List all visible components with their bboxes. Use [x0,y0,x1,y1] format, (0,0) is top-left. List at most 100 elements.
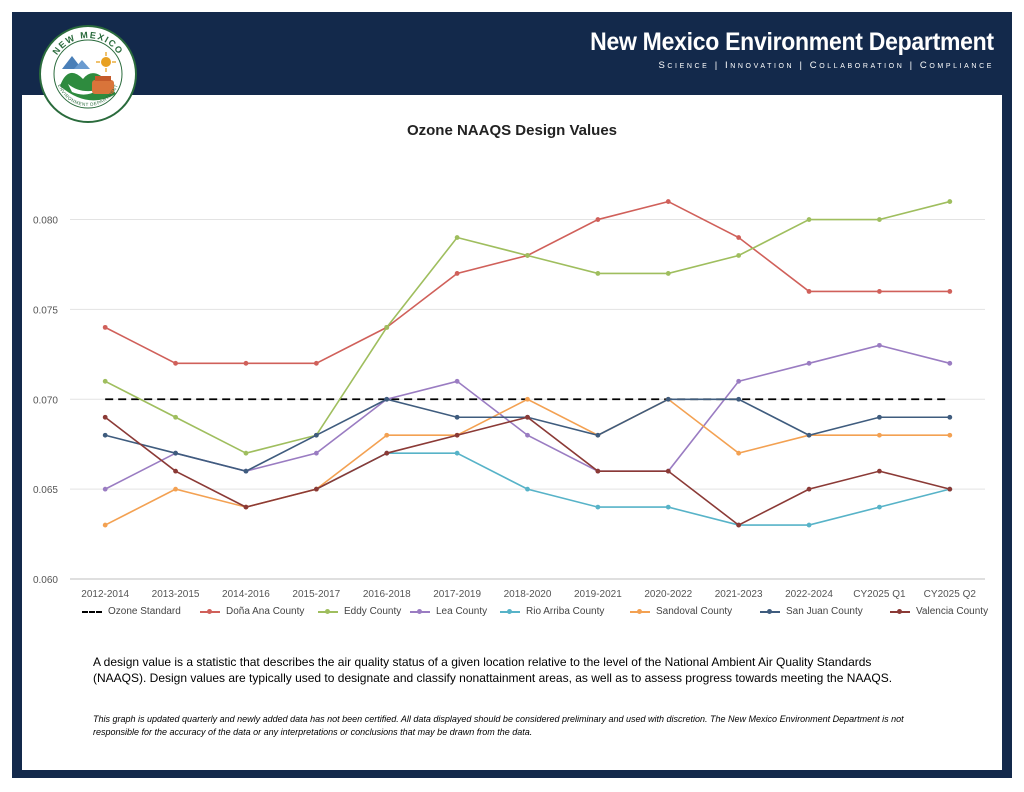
y-tick-label: 0.065 [33,485,58,496]
legend-item: Rio Arriba County [500,606,604,617]
legend-label: San Juan County [786,606,863,617]
data-point [102,324,108,330]
data-point [665,271,671,276]
legend-label: Sandoval County [656,606,733,617]
department-tagline: Science | Innovation | Collaboration | C… [658,60,994,71]
data-point [102,522,108,528]
data-point [102,432,108,438]
x-tick-label: 2020-2022 [644,589,692,600]
data-point [102,414,108,420]
data-point [384,450,390,456]
data-point [102,486,108,492]
data-point [525,486,530,492]
data-point [525,253,530,258]
data-point [525,432,530,438]
y-tick-label: 0.075 [33,305,58,316]
legend-swatch [82,610,102,613]
data-point [173,450,178,456]
data-point [384,432,390,438]
legend-item: Doña Ana County [200,606,304,617]
x-tick-label: 2022-2024 [785,589,833,600]
data-point [736,253,742,258]
data-point [665,504,671,510]
legend-item: Valencia County [890,606,988,617]
design-value-description: A design value is a statistic that descr… [93,655,893,685]
data-point [173,486,178,492]
data-point [313,360,319,366]
x-tick-label: 2013-2015 [152,589,200,600]
data-point [243,450,249,456]
x-tick-label: 2012-2014 [81,589,129,600]
data-point [947,360,953,366]
legend-swatch [760,608,780,614]
x-tick-label: CY2025 Q1 [853,589,906,600]
data-point [595,271,601,276]
department-title: New Mexico Environment Department [590,28,994,56]
data-point [665,199,671,204]
data-point [736,378,742,384]
data-disclaimer: This graph is updated quarterly and newl… [93,714,904,737]
data-point [525,414,530,420]
data-point [454,235,460,240]
data-point [947,432,953,438]
legend-marker [897,608,902,614]
data-point [454,432,460,438]
legend-swatch [630,608,650,614]
data-point [313,486,319,492]
data-point [173,414,178,420]
data-point [384,396,390,402]
series-line [104,200,950,365]
data-point [454,378,460,384]
data-point [877,289,882,294]
x-tick-label: 2018-2020 [504,589,552,600]
legend-swatch [500,608,520,614]
data-point [877,217,882,222]
legend-marker [207,608,212,614]
legend-marker [507,608,512,614]
data-point [947,199,953,204]
legend-label: Lea County [436,606,488,617]
data-point [595,468,601,474]
legend-swatch [890,608,910,614]
y-tick-label: 0.070 [33,395,58,406]
data-point [736,396,742,402]
series-valencia-county [102,414,953,528]
chart-title: Ozone NAAQS Design Values [406,122,618,139]
y-tick-label: 0.080 [33,216,58,227]
data-point [525,396,530,402]
content-panel [22,95,1002,770]
legend-item: Sandoval County [630,606,732,617]
data-point [877,468,882,474]
data-point [877,504,882,510]
legend-swatch [410,608,430,614]
data-point [877,342,882,348]
data-point [454,271,460,276]
data-point [313,450,319,456]
legend-label: Doña Ana County [226,606,305,617]
data-point [595,504,601,510]
data-point [243,360,249,366]
data-point [454,414,460,420]
y-tick-label: 0.060 [33,575,58,586]
data-point [313,432,319,438]
legend-item: Ozone Standard [82,606,181,617]
legend-item: San Juan County [760,606,863,617]
x-tick-label: CY2025 Q2 [924,589,977,600]
data-point [947,289,953,294]
x-tick-label: 2019-2021 [574,589,622,600]
legend-label: Valencia County [916,606,989,617]
legend-item: Lea County [410,606,487,617]
data-point [806,360,812,366]
data-point [806,486,812,492]
data-point [173,360,178,366]
data-point [665,468,671,474]
data-point [806,522,812,528]
data-point [595,217,601,222]
x-tick-label: 2014-2016 [222,589,270,600]
legend-marker [417,608,422,614]
x-tick-label: 2021-2023 [715,589,763,600]
data-point [384,324,390,330]
legend-marker [325,608,330,614]
data-point [736,235,742,240]
